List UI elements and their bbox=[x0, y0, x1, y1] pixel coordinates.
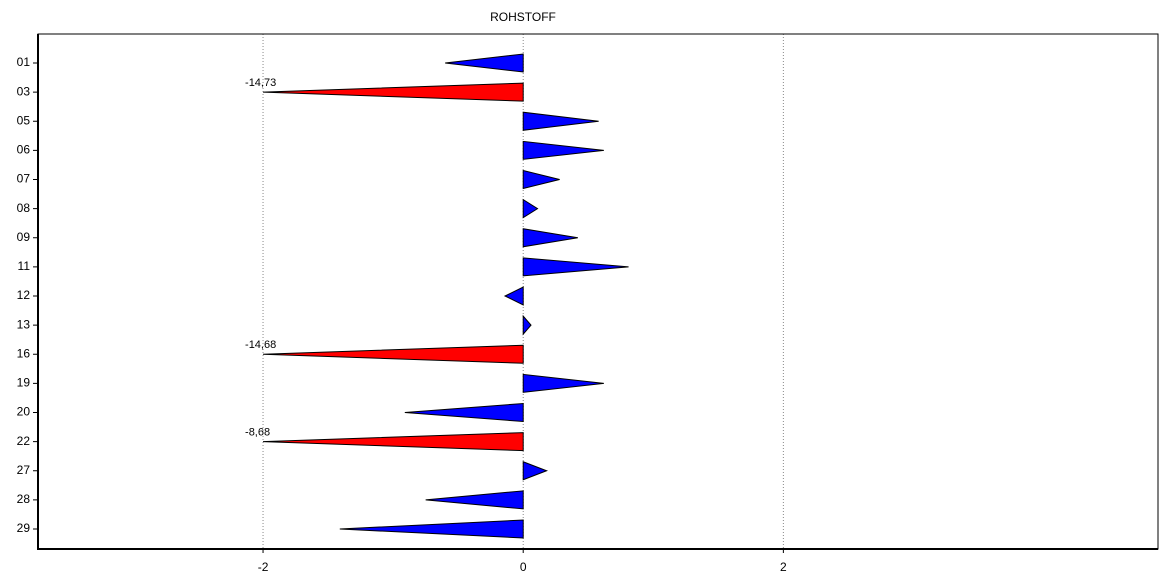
bar bbox=[339, 519, 524, 539]
x-tick-label: -2 bbox=[258, 560, 269, 574]
bar bbox=[522, 140, 604, 160]
bar bbox=[263, 344, 524, 364]
data-label: -8,68 bbox=[245, 427, 270, 439]
bar bbox=[263, 82, 524, 102]
chart-title: ROHSTOFF bbox=[490, 10, 556, 24]
y-tick-label: 08 bbox=[17, 201, 31, 215]
y-tick-label: 28 bbox=[17, 492, 31, 506]
y-tick-label: 11 bbox=[18, 259, 31, 273]
bar bbox=[522, 111, 599, 131]
y-tick-label: 01 bbox=[17, 55, 31, 69]
y-tick-label: 19 bbox=[17, 376, 31, 390]
bar bbox=[522, 228, 578, 248]
bar bbox=[522, 373, 604, 393]
y-tick-label: 22 bbox=[17, 434, 31, 448]
y-tick-label: 29 bbox=[17, 521, 31, 535]
x-tick-label: 2 bbox=[780, 560, 787, 574]
y-tick-label: 12 bbox=[17, 288, 31, 302]
y-tick-label: 07 bbox=[17, 172, 31, 186]
bar bbox=[522, 461, 549, 481]
y-tick-label: 27 bbox=[17, 463, 31, 477]
bar bbox=[522, 257, 629, 277]
bar bbox=[522, 198, 539, 219]
y-tick-label: 20 bbox=[17, 405, 31, 419]
bar bbox=[445, 53, 524, 73]
bar bbox=[425, 490, 524, 510]
bar bbox=[263, 432, 524, 452]
bar bbox=[404, 402, 524, 423]
y-tick-label: 09 bbox=[17, 230, 31, 244]
y-tick-label: 06 bbox=[17, 143, 31, 157]
y-tick-label: 05 bbox=[17, 113, 31, 127]
y-tick-label: 16 bbox=[17, 346, 31, 360]
plot-frame bbox=[37, 33, 1159, 550]
x-tick-label: 0 bbox=[520, 560, 527, 574]
data-label: -14,68 bbox=[245, 339, 276, 351]
data-label: -14,73 bbox=[245, 77, 276, 89]
bar bbox=[522, 169, 560, 190]
bar bbox=[503, 286, 524, 306]
bar bbox=[522, 314, 532, 336]
y-tick-label: 13 bbox=[17, 317, 31, 331]
y-tick-label: 03 bbox=[17, 84, 31, 98]
